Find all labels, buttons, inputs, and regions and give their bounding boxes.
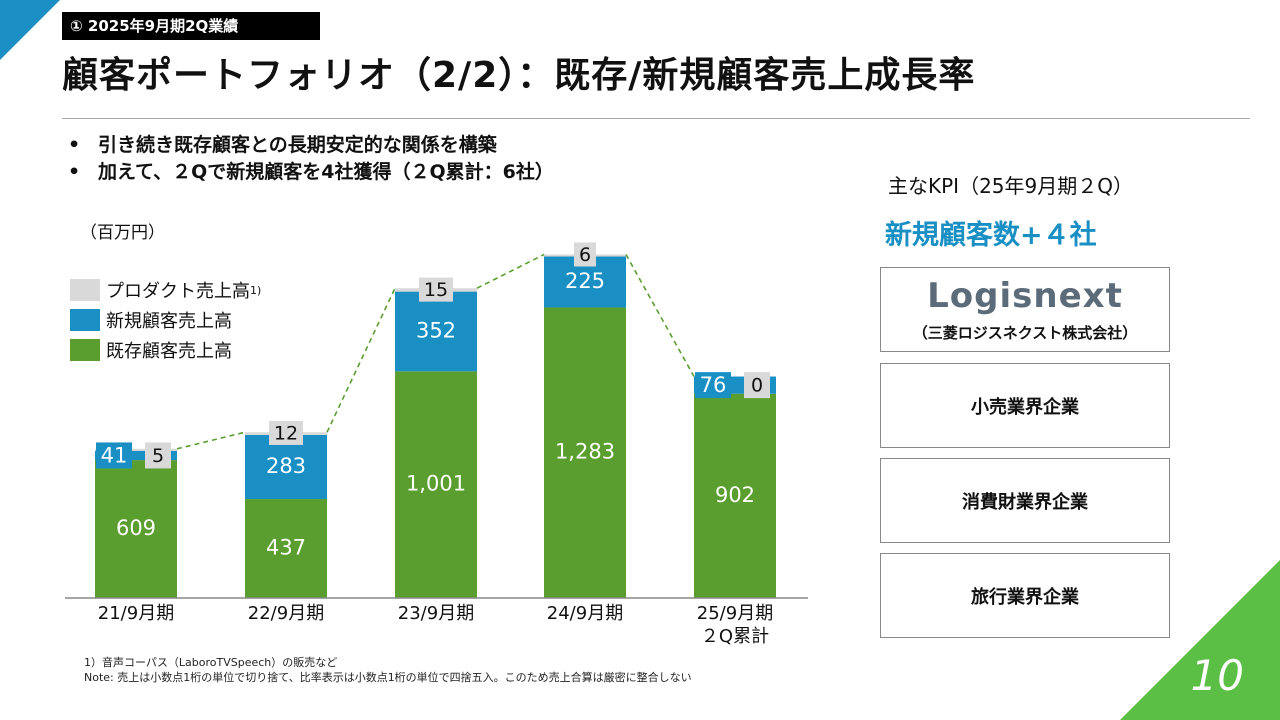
bullet-list: • 引き続き既存顧客との長期安定的な関係を構築 • 加えて、２Qで新規顧客を4社獲得… xyxy=(68,132,554,186)
legend-label-new-customer: 新規顧客売上高 xyxy=(106,311,232,332)
data-label-existing: 1,283 xyxy=(555,440,615,464)
footnote-1: 1）音声コーパス（LaboroTVSpeech）の販売など xyxy=(84,656,338,669)
data-label-new: 352 xyxy=(416,318,456,342)
kpi-heading: 主なKPI（25年9月期２Q） xyxy=(888,174,1133,198)
data-label-product: 0 xyxy=(751,375,763,397)
stacked-bar-chart: 609 41 5 21/9月期 437 283 12 22/9月期 1,001 352 15 23/9… xyxy=(65,242,808,647)
data-label-box-product xyxy=(744,372,770,399)
bar-segment-existing xyxy=(395,371,477,598)
x-axis-tick-label: 23/9月期 xyxy=(398,603,474,624)
data-label-box-product xyxy=(145,442,171,469)
data-label-existing: 609 xyxy=(116,516,156,540)
footnotes: 1）音声コーパス（LaboroTVSpeech）の販売など Note: 売上は小… xyxy=(84,655,692,685)
kpi-box-label: 旅行業界企業 xyxy=(971,586,1079,608)
connector-line xyxy=(625,254,695,377)
legend-swatch-existing-customer xyxy=(70,339,100,361)
kpi-new-customers-value: 新規顧客数+４社 xyxy=(885,220,1097,251)
data-label-new: 76 xyxy=(700,373,727,397)
chart-legend: プロダクト売上高 1) 新規顧客売上高 既存顧客売上高 xyxy=(70,275,261,365)
legend-note-product: 1) xyxy=(250,283,262,297)
logisnext-company-name: （三菱ロジスネクスト株式会社） xyxy=(912,324,1138,342)
legend-item-new-customer: 新規顧客売上高 xyxy=(70,305,261,335)
bar-segment-existing xyxy=(95,460,177,598)
bullet-marker: • xyxy=(68,161,81,183)
data-label-product: 12 xyxy=(274,422,298,444)
x-axis-tick-label: 24/9月期 xyxy=(547,603,623,624)
data-label-existing: 437 xyxy=(266,536,306,560)
data-label-product: 15 xyxy=(424,279,448,301)
bar-segment-existing xyxy=(245,499,327,598)
legend-label-existing-customer: 既存顧客売上高 xyxy=(106,341,232,362)
connector-line xyxy=(176,431,246,450)
logisnext-logo: Logisnext xyxy=(927,276,1123,316)
bullet-item: • 引き続き既存顧客との長期安定的な関係を構築 xyxy=(68,132,554,159)
legend-swatch-new-customer xyxy=(70,309,100,331)
data-label-existing: 902 xyxy=(715,483,755,507)
data-label-box-new xyxy=(695,372,731,399)
x-axis-tick-label: ２Q累計 xyxy=(701,626,769,647)
data-label-product: 5 xyxy=(152,445,164,467)
data-label-new: 225 xyxy=(565,269,605,293)
data-label-existing: 1,001 xyxy=(406,472,466,496)
bullet-item: • 加えて、２Qで新規顧客を4社獲得（２Q累計：6社） xyxy=(68,159,554,186)
kpi-box-consumer-goods: 消費財業界企業 xyxy=(880,458,1170,543)
page-title: 顧客ポートフォリオ（2/2）：既存/新規顧客売上成長率 xyxy=(62,55,976,96)
connector-line xyxy=(326,287,396,433)
bar-segment-existing xyxy=(694,393,776,598)
x-axis-tick-label: 21/9月期 xyxy=(98,603,174,624)
bullet-text: 引き続き既存顧客との長期安定的な関係を構築 xyxy=(98,134,497,156)
kpi-box-label: 小売業界企業 xyxy=(971,396,1079,418)
data-label-box-product xyxy=(574,242,596,267)
legend-swatch-product xyxy=(70,279,100,301)
page-number: 10 xyxy=(1190,651,1244,700)
data-label-box-product xyxy=(269,420,303,445)
data-label-box-new xyxy=(96,442,132,469)
legend-label-product: プロダクト売上高 xyxy=(106,281,250,302)
legend-item-existing-customer: 既存顧客売上高 xyxy=(70,335,261,365)
section-label: ① 2025年9月期2Q業績 xyxy=(62,12,320,40)
footnote-note: Note: 売上は小数点1桁の単位で切り捨て、比率表示は小数点1桁の単位で四捨五… xyxy=(84,671,692,684)
kpi-box-retail: 小売業界企業 xyxy=(880,363,1170,448)
bar-segment-new xyxy=(95,450,177,461)
x-axis-tick-label: 25/9月期 xyxy=(697,603,773,624)
bar-segment-existing xyxy=(544,307,626,598)
data-label-new: 283 xyxy=(266,454,306,478)
title-divider xyxy=(62,118,1250,119)
data-label-box-product xyxy=(419,277,453,302)
bullet-marker: • xyxy=(68,134,81,156)
kpi-box-logisnext: Logisnext （三菱ロジスネクスト株式会社） xyxy=(880,267,1170,352)
bar-segment-new xyxy=(245,434,327,500)
x-axis-tick-label: 22/9月期 xyxy=(248,603,324,624)
corner-accent-top-left xyxy=(0,0,60,60)
bar-segment-new xyxy=(395,291,477,372)
chart-unit-label: （百万円） xyxy=(80,223,165,243)
legend-item-product: プロダクト売上高 1) xyxy=(70,275,261,305)
data-label-new: 41 xyxy=(101,443,128,467)
kpi-box-travel: 旅行業界企業 xyxy=(880,553,1170,638)
bar-segment-product xyxy=(95,448,177,451)
data-label-product: 6 xyxy=(579,244,591,266)
bullet-text: 加えて、２Qで新規顧客を4社獲得（２Q累計：6社） xyxy=(98,161,554,183)
connector-line xyxy=(476,253,545,289)
kpi-box-label: 消費財業界企業 xyxy=(962,491,1088,513)
